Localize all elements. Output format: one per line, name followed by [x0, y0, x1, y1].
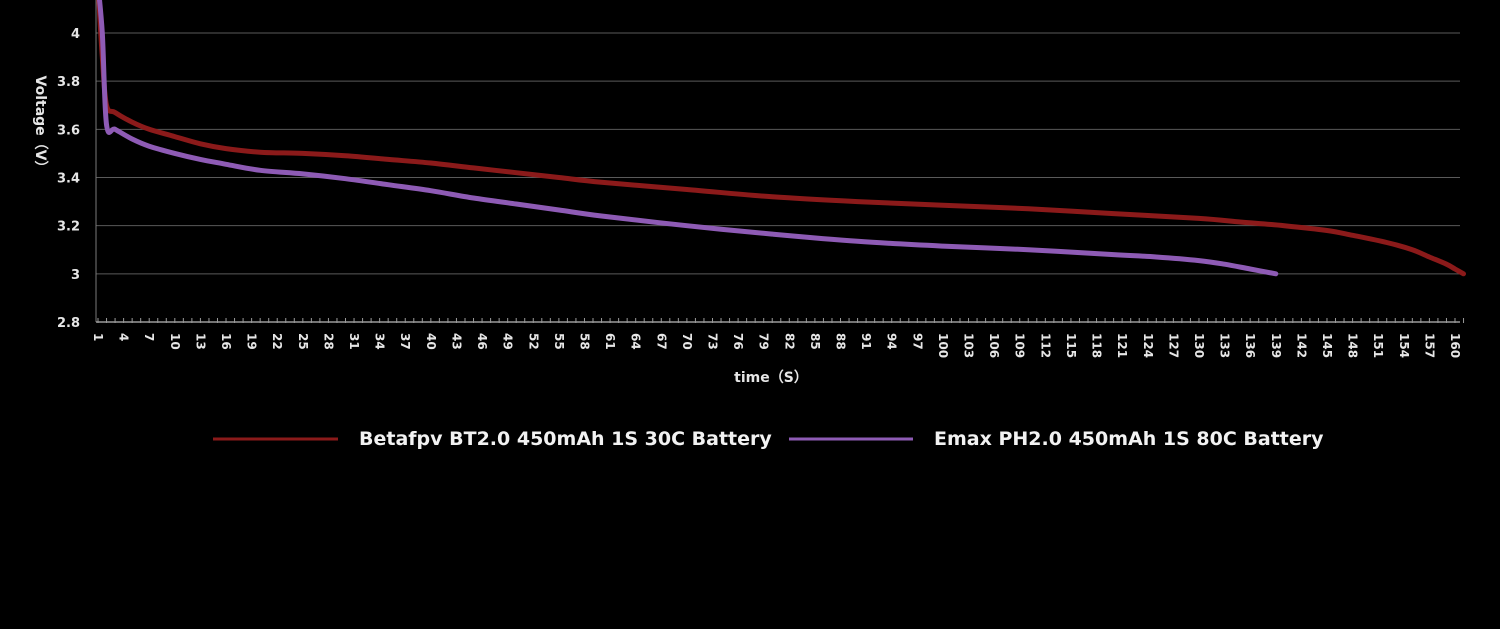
x-tick-label: 121	[1115, 333, 1129, 358]
x-tick-label: 34	[373, 333, 387, 350]
x-tick-label: 133	[1218, 333, 1232, 358]
x-tick-label: 124	[1141, 333, 1155, 358]
x-tick-label: 136	[1243, 333, 1257, 358]
x-tick-label: 88	[834, 333, 848, 350]
x-tick-label: 85	[808, 333, 822, 350]
x-tick-label: 55	[552, 333, 566, 350]
x-tick-label: 100	[936, 333, 950, 358]
x-tick-labels: 1 4 7 10 13 16 19 22 25 28 31 34 37 40 43 46 49 52 55 58 61 6…	[91, 333, 1462, 358]
y-tick-label: 3.4	[57, 172, 80, 187]
x-tick-label: 4	[117, 333, 131, 341]
x-tick-label: 145	[1320, 333, 1334, 358]
x-tick-label: 142	[1294, 333, 1308, 358]
x-tick-label: 19	[245, 333, 259, 350]
series-lines	[96, 0, 1466, 277]
x-tick-label: 61	[603, 333, 617, 350]
x-tick-label: 43	[449, 333, 463, 350]
x-tick-label: 106	[987, 333, 1001, 358]
x-tick-label: 127	[1166, 333, 1180, 358]
x-tick-label: 64	[629, 333, 643, 350]
x-tick-label: 103	[962, 333, 976, 358]
x-tick-label: 73	[705, 333, 719, 350]
y-tick-label: 3	[71, 268, 80, 283]
x-tick-label: 148	[1346, 333, 1360, 358]
x-tick-label: 154	[1397, 333, 1411, 358]
legend-label-betafpv: Betafpv BT2.0 450mAh 1S 30C Battery	[359, 428, 772, 450]
x-tick-label: 91	[859, 333, 873, 350]
y-tick-label: 3.8	[57, 75, 80, 90]
x-tick-label: 70	[680, 333, 694, 350]
y-axis-title: Voltage（V）	[32, 76, 48, 175]
y-tick-label: 2.8	[57, 316, 80, 331]
legend-label-emax: Emax PH2.0 450mAh 1S 80C Battery	[934, 428, 1324, 450]
x-tick-label: 109	[1013, 333, 1027, 358]
x-tick-label: 112	[1038, 333, 1052, 358]
series-line-emax	[97, 0, 1279, 277]
x-tick-label: 37	[398, 333, 412, 350]
y-tick-labels: 2.8 3 3.2 3.4 3.6 3.8 4	[57, 27, 80, 331]
x-tick-label: 46	[475, 333, 489, 350]
x-tick-label: 52	[526, 333, 540, 350]
x-tick-label: 28	[321, 333, 335, 350]
x-tick-label: 115	[1064, 333, 1078, 358]
series-line-betafpv	[96, 0, 1466, 277]
y-tick-label: 3.6	[57, 123, 80, 138]
x-tick-label: 151	[1371, 333, 1385, 358]
x-tick-label: 58	[577, 333, 591, 350]
legend: Betafpv BT2.0 450mAh 1S 30C Battery Emax…	[213, 428, 1324, 450]
y-tick-label: 4	[71, 27, 80, 42]
x-tick-label: 79	[757, 333, 771, 350]
x-tick-label: 94	[885, 333, 899, 350]
y-tick-label: 3.2	[57, 220, 80, 235]
x-tick-label: 13	[193, 333, 207, 350]
x-tick-label: 49	[501, 333, 515, 350]
x-tick-label: 157	[1422, 333, 1436, 358]
x-tick-label: 76	[731, 333, 745, 350]
x-tick-label: 130	[1192, 333, 1206, 358]
x-tick-label: 82	[782, 333, 796, 350]
x-tick-label: 118	[1090, 333, 1104, 358]
x-tick-label: 31	[347, 333, 361, 350]
x-axis-title: time（S）	[734, 370, 808, 386]
x-tick-label: 7	[142, 333, 156, 341]
x-tick-label: 97	[910, 333, 924, 350]
x-tick-label: 139	[1269, 333, 1283, 358]
x-tick-label: 22	[270, 333, 284, 350]
x-tick-label: 16	[219, 333, 233, 350]
x-tick-label: 1	[91, 333, 105, 341]
x-axis	[96, 318, 1465, 323]
x-tick-label: 25	[296, 333, 310, 350]
x-tick-label: 160	[1448, 333, 1462, 358]
x-tick-label: 40	[424, 333, 438, 350]
x-tick-label: 10	[168, 333, 182, 350]
x-tick-label: 67	[654, 333, 668, 350]
